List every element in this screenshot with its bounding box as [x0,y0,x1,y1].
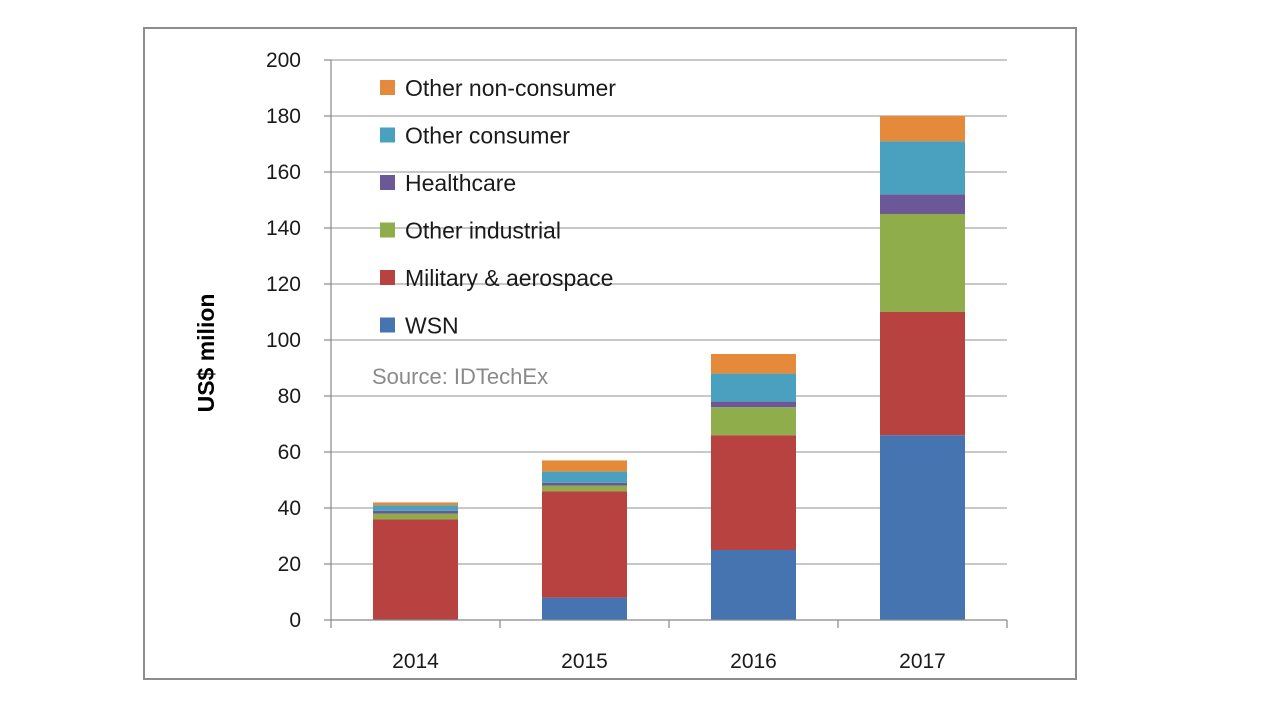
bar-segment-other-industrial-2015 [542,485,627,492]
x-tick-label: 2015 [561,650,608,673]
bar-segment-other-industrial-2014 [373,513,458,520]
bar-segment-other-non-consumer-2017 [880,116,965,142]
bar-segment-military-aerospace-2014 [373,519,458,620]
y-tick-label: 20 [278,553,301,576]
bar-segment-wsn-2016 [711,550,796,620]
legend-label-healthcare: Healthcare [405,170,516,196]
chart-frame: Other non-consumer Other consumer Healthca… [143,27,1077,680]
legend: Other non-consumer Other consumer Healthca… [380,75,616,339]
legend-swatch-other-industrial [380,222,395,238]
bar-segment-other-non-consumer-2014 [373,502,458,506]
legend-label-wsn: WSN [405,313,459,339]
bar-segment-other-industrial-2016 [711,407,796,436]
y-tick-label: 60 [278,441,301,464]
bar-segment-military-aerospace-2017 [880,312,965,436]
source-annotation: Source: IDTechEx [372,364,548,389]
bar-segment-other-industrial-2017 [880,214,965,312]
legend-label-other-non-consumer: Other non-consumer [405,75,616,101]
y-tick-label: 200 [266,49,301,72]
bar-segment-other-consumer-2017 [880,141,965,195]
bar-segment-military-aerospace-2015 [542,491,627,598]
bar-segment-wsn-2017 [880,435,965,620]
y-tick-label: 160 [266,161,301,184]
y-axis-title: US$ milion [193,294,219,413]
bar-segment-healthcare-2015 [542,482,627,486]
bar-segment-wsn-2015 [542,597,627,620]
y-tick-label: 80 [278,385,301,408]
x-tick-label: 2014 [392,650,439,673]
legend-swatch-other-consumer [380,127,395,143]
x-tick-label: 2016 [730,650,777,673]
legend-swatch-healthcare [380,175,395,190]
y-tick-label: 120 [266,273,301,296]
legend-label-other-industrial: Other industrial [405,218,561,244]
bar-segment-other-consumer-2015 [542,471,627,483]
y-tick-label: 0 [289,609,301,632]
y-tick-label: 180 [266,105,301,128]
y-tick-label: 140 [266,217,301,240]
bar-segment-other-consumer-2016 [711,373,796,402]
bar-segment-other-non-consumer-2016 [711,354,796,374]
bars [373,116,965,620]
bar-segment-healthcare-2014 [373,510,458,514]
legend-label-military-aerospace: Military & aerospace [405,265,613,291]
bar-segment-other-non-consumer-2015 [542,460,627,472]
stacked-bar-chart: Other non-consumer Other consumer Healthca… [193,49,1008,673]
legend-swatch-military-aerospace [380,270,395,285]
bar-segment-other-consumer-2014 [373,505,458,511]
bar-segment-healthcare-2016 [711,401,796,408]
legend-swatch-wsn [380,317,395,333]
legend-swatch-other-non-consumer [380,80,395,95]
legend-label-other-consumer: Other consumer [405,123,570,149]
bar-segment-military-aerospace-2016 [711,435,796,550]
bar-segment-healthcare-2017 [880,194,965,214]
x-tick-label: 2017 [899,650,946,673]
y-tick-label: 40 [278,497,301,520]
y-tick-label: 100 [266,329,301,352]
axes: 0 20 40 60 80 100 120 140 160 180 200 2014 2015 2016 2… [266,49,1008,673]
